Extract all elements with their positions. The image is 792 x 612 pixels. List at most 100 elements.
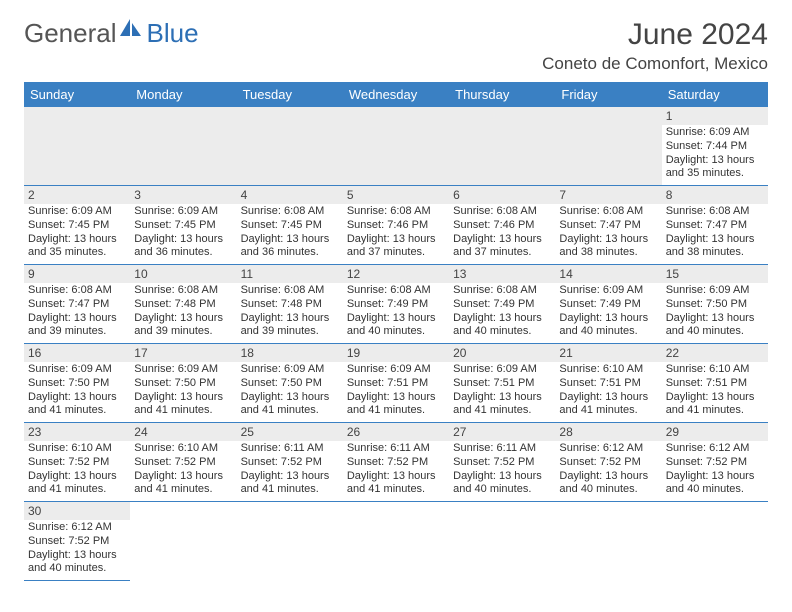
calendar-day: 24Sunrise: 6:10 AMSunset: 7:52 PMDayligh… bbox=[130, 423, 236, 502]
day-info: Sunrise: 6:08 AMSunset: 7:49 PMDaylight:… bbox=[453, 284, 551, 339]
calendar-day: 11Sunrise: 6:08 AMSunset: 7:48 PMDayligh… bbox=[237, 265, 343, 344]
day-number: 23 bbox=[24, 423, 130, 441]
day-info: Sunrise: 6:11 AMSunset: 7:52 PMDaylight:… bbox=[347, 442, 445, 497]
weekday-header: Thursday bbox=[449, 82, 555, 107]
sail-icon bbox=[120, 19, 142, 42]
calendar-day: 8Sunrise: 6:08 AMSunset: 7:47 PMDaylight… bbox=[662, 186, 768, 265]
calendar-day: 17Sunrise: 6:09 AMSunset: 7:50 PMDayligh… bbox=[130, 344, 236, 423]
day-number: 27 bbox=[449, 423, 555, 441]
calendar-week: 30Sunrise: 6:12 AMSunset: 7:52 PMDayligh… bbox=[24, 502, 768, 581]
day-number: 1 bbox=[662, 107, 768, 125]
calendar-day: 9Sunrise: 6:08 AMSunset: 7:47 PMDaylight… bbox=[24, 265, 130, 344]
calendar-body: 1Sunrise: 6:09 AMSunset: 7:44 PMDaylight… bbox=[24, 107, 768, 581]
day-info: Sunrise: 6:08 AMSunset: 7:48 PMDaylight:… bbox=[134, 284, 232, 339]
calendar-empty bbox=[237, 107, 343, 186]
calendar-day: 30Sunrise: 6:12 AMSunset: 7:52 PMDayligh… bbox=[24, 502, 130, 581]
calendar-empty bbox=[343, 107, 449, 186]
day-info: Sunrise: 6:10 AMSunset: 7:52 PMDaylight:… bbox=[134, 442, 232, 497]
day-number: 13 bbox=[449, 265, 555, 283]
calendar-day: 7Sunrise: 6:08 AMSunset: 7:47 PMDaylight… bbox=[555, 186, 661, 265]
day-info: Sunrise: 6:09 AMSunset: 7:51 PMDaylight:… bbox=[347, 363, 445, 418]
calendar-day: 12Sunrise: 6:08 AMSunset: 7:49 PMDayligh… bbox=[343, 265, 449, 344]
day-info: Sunrise: 6:08 AMSunset: 7:49 PMDaylight:… bbox=[347, 284, 445, 339]
weekday-header: Friday bbox=[555, 82, 661, 107]
calendar-day: 28Sunrise: 6:12 AMSunset: 7:52 PMDayligh… bbox=[555, 423, 661, 502]
logo-text-general: General bbox=[24, 18, 117, 49]
calendar-day: 5Sunrise: 6:08 AMSunset: 7:46 PMDaylight… bbox=[343, 186, 449, 265]
day-info: Sunrise: 6:10 AMSunset: 7:51 PMDaylight:… bbox=[666, 363, 764, 418]
calendar-day: 20Sunrise: 6:09 AMSunset: 7:51 PMDayligh… bbox=[449, 344, 555, 423]
day-info: Sunrise: 6:10 AMSunset: 7:52 PMDaylight:… bbox=[28, 442, 126, 497]
calendar-day: 22Sunrise: 6:10 AMSunset: 7:51 PMDayligh… bbox=[662, 344, 768, 423]
day-info: Sunrise: 6:10 AMSunset: 7:51 PMDaylight:… bbox=[559, 363, 657, 418]
day-number: 10 bbox=[130, 265, 236, 283]
logo-text-blue: Blue bbox=[147, 18, 199, 49]
day-number: 22 bbox=[662, 344, 768, 362]
day-info: Sunrise: 6:12 AMSunset: 7:52 PMDaylight:… bbox=[666, 442, 764, 497]
calendar-week: 9Sunrise: 6:08 AMSunset: 7:47 PMDaylight… bbox=[24, 265, 768, 344]
calendar-day: 15Sunrise: 6:09 AMSunset: 7:50 PMDayligh… bbox=[662, 265, 768, 344]
calendar-empty bbox=[130, 107, 236, 186]
day-number: 14 bbox=[555, 265, 661, 283]
day-number: 25 bbox=[237, 423, 343, 441]
calendar-empty bbox=[130, 502, 236, 581]
day-number: 21 bbox=[555, 344, 661, 362]
day-info: Sunrise: 6:11 AMSunset: 7:52 PMDaylight:… bbox=[241, 442, 339, 497]
day-info: Sunrise: 6:09 AMSunset: 7:50 PMDaylight:… bbox=[241, 363, 339, 418]
calendar-empty bbox=[343, 502, 449, 581]
day-number: 3 bbox=[130, 186, 236, 204]
calendar-day: 29Sunrise: 6:12 AMSunset: 7:52 PMDayligh… bbox=[662, 423, 768, 502]
day-number: 4 bbox=[237, 186, 343, 204]
day-number: 8 bbox=[662, 186, 768, 204]
day-number: 30 bbox=[24, 502, 130, 520]
calendar-day: 25Sunrise: 6:11 AMSunset: 7:52 PMDayligh… bbox=[237, 423, 343, 502]
calendar-day: 26Sunrise: 6:11 AMSunset: 7:52 PMDayligh… bbox=[343, 423, 449, 502]
day-number: 7 bbox=[555, 186, 661, 204]
calendar-day: 14Sunrise: 6:09 AMSunset: 7:49 PMDayligh… bbox=[555, 265, 661, 344]
day-number: 11 bbox=[237, 265, 343, 283]
calendar-week: 16Sunrise: 6:09 AMSunset: 7:50 PMDayligh… bbox=[24, 344, 768, 423]
calendar-day: 2Sunrise: 6:09 AMSunset: 7:45 PMDaylight… bbox=[24, 186, 130, 265]
header: General Blue June 2024 Coneto de Comonfo… bbox=[24, 18, 768, 74]
day-info: Sunrise: 6:09 AMSunset: 7:50 PMDaylight:… bbox=[666, 284, 764, 339]
day-info: Sunrise: 6:12 AMSunset: 7:52 PMDaylight:… bbox=[559, 442, 657, 497]
day-number: 19 bbox=[343, 344, 449, 362]
calendar-day: 13Sunrise: 6:08 AMSunset: 7:49 PMDayligh… bbox=[449, 265, 555, 344]
weekday-header: Saturday bbox=[662, 82, 768, 107]
title-block: June 2024 Coneto de Comonfort, Mexico bbox=[542, 18, 768, 74]
day-number: 12 bbox=[343, 265, 449, 283]
weekday-header: Sunday bbox=[24, 82, 130, 107]
day-number: 26 bbox=[343, 423, 449, 441]
calendar-empty bbox=[555, 107, 661, 186]
calendar-week: 1Sunrise: 6:09 AMSunset: 7:44 PMDaylight… bbox=[24, 107, 768, 186]
day-info: Sunrise: 6:09 AMSunset: 7:50 PMDaylight:… bbox=[28, 363, 126, 418]
day-number: 18 bbox=[237, 344, 343, 362]
weekday-header: Tuesday bbox=[237, 82, 343, 107]
calendar-day: 4Sunrise: 6:08 AMSunset: 7:45 PMDaylight… bbox=[237, 186, 343, 265]
day-number: 29 bbox=[662, 423, 768, 441]
day-info: Sunrise: 6:09 AMSunset: 7:45 PMDaylight:… bbox=[134, 205, 232, 260]
calendar-day: 3Sunrise: 6:09 AMSunset: 7:45 PMDaylight… bbox=[130, 186, 236, 265]
day-info: Sunrise: 6:08 AMSunset: 7:47 PMDaylight:… bbox=[28, 284, 126, 339]
day-info: Sunrise: 6:08 AMSunset: 7:45 PMDaylight:… bbox=[241, 205, 339, 260]
calendar-day: 10Sunrise: 6:08 AMSunset: 7:48 PMDayligh… bbox=[130, 265, 236, 344]
day-number: 20 bbox=[449, 344, 555, 362]
day-info: Sunrise: 6:11 AMSunset: 7:52 PMDaylight:… bbox=[453, 442, 551, 497]
day-info: Sunrise: 6:08 AMSunset: 7:48 PMDaylight:… bbox=[241, 284, 339, 339]
calendar-day: 23Sunrise: 6:10 AMSunset: 7:52 PMDayligh… bbox=[24, 423, 130, 502]
calendar-empty bbox=[662, 502, 768, 581]
day-number: 5 bbox=[343, 186, 449, 204]
day-info: Sunrise: 6:09 AMSunset: 7:51 PMDaylight:… bbox=[453, 363, 551, 418]
day-info: Sunrise: 6:08 AMSunset: 7:47 PMDaylight:… bbox=[666, 205, 764, 260]
weekday-header: Monday bbox=[130, 82, 236, 107]
calendar-day: 27Sunrise: 6:11 AMSunset: 7:52 PMDayligh… bbox=[449, 423, 555, 502]
day-info: Sunrise: 6:08 AMSunset: 7:47 PMDaylight:… bbox=[559, 205, 657, 260]
calendar-day: 6Sunrise: 6:08 AMSunset: 7:46 PMDaylight… bbox=[449, 186, 555, 265]
calendar-day: 18Sunrise: 6:09 AMSunset: 7:50 PMDayligh… bbox=[237, 344, 343, 423]
day-info: Sunrise: 6:09 AMSunset: 7:50 PMDaylight:… bbox=[134, 363, 232, 418]
day-number: 9 bbox=[24, 265, 130, 283]
calendar-day: 1Sunrise: 6:09 AMSunset: 7:44 PMDaylight… bbox=[662, 107, 768, 186]
day-info: Sunrise: 6:08 AMSunset: 7:46 PMDaylight:… bbox=[453, 205, 551, 260]
day-info: Sunrise: 6:09 AMSunset: 7:44 PMDaylight:… bbox=[666, 126, 764, 181]
day-info: Sunrise: 6:09 AMSunset: 7:45 PMDaylight:… bbox=[28, 205, 126, 260]
